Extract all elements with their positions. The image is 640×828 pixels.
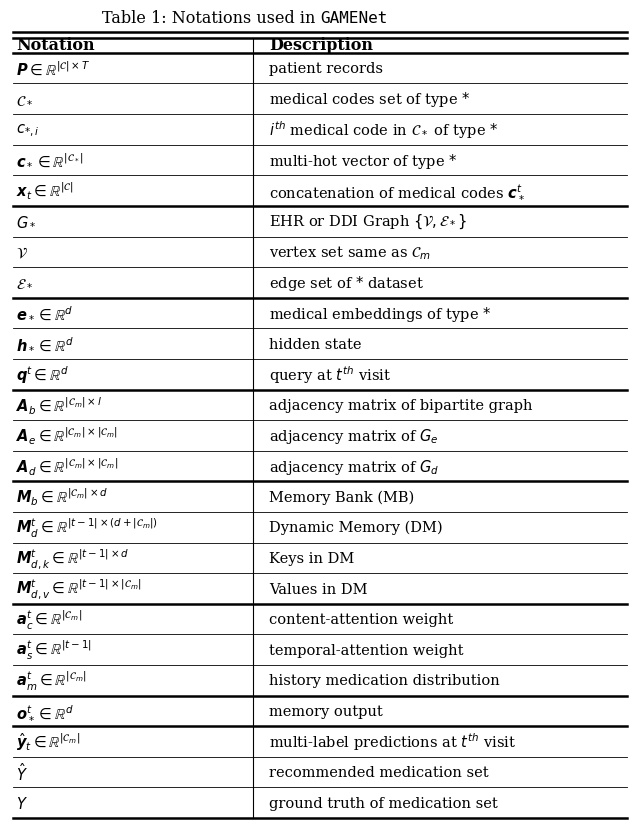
Text: Notation: Notation (16, 37, 95, 54)
Text: vertex set same as $\mathcal{C}_m$: vertex set same as $\mathcal{C}_m$ (269, 243, 431, 262)
Text: Dynamic Memory (DM): Dynamic Memory (DM) (269, 521, 442, 535)
Text: $\mathcal{C}_*$: $\mathcal{C}_*$ (16, 93, 33, 107)
Text: Memory Bank (MB): Memory Bank (MB) (269, 490, 414, 504)
Text: $\boldsymbol{a}_c^t \in \mathbb{R}^{|\mathcal{C}_m|}$: $\boldsymbol{a}_c^t \in \mathbb{R}^{|\ma… (16, 608, 83, 631)
Text: medical embeddings of type $*$: medical embeddings of type $*$ (269, 304, 491, 323)
Text: $\boldsymbol{A}_b \in \mathbb{R}^{|\mathcal{C}_m|\times l}$: $\boldsymbol{A}_b \in \mathbb{R}^{|\math… (16, 395, 102, 416)
Text: $\boldsymbol{o}_*^t \in \mathbb{R}^d$: $\boldsymbol{o}_*^t \in \mathbb{R}^d$ (16, 702, 74, 720)
Text: patient records: patient records (269, 62, 383, 76)
Text: hidden state: hidden state (269, 337, 362, 351)
Text: $i^{th}$ medical code in $\mathcal{C}_*$ of type $*$: $i^{th}$ medical code in $\mathcal{C}_*$… (269, 119, 498, 141)
Text: adjacency matrix of bipartite graph: adjacency matrix of bipartite graph (269, 398, 532, 412)
Text: adjacency matrix of $G_e$: adjacency matrix of $G_e$ (269, 426, 438, 445)
Text: $\mathcal{E}_*$: $\mathcal{E}_*$ (16, 276, 33, 290)
Text: $\boldsymbol{q}^t \in \mathbb{R}^d$: $\boldsymbol{q}^t \in \mathbb{R}^d$ (16, 364, 69, 386)
Text: memory output: memory output (269, 704, 383, 718)
Text: $Y$: $Y$ (16, 795, 28, 811)
Text: adjacency matrix of $G_d$: adjacency matrix of $G_d$ (269, 457, 439, 476)
Text: $\hat{\boldsymbol{y}}_t \in \mathbb{R}^{|\mathcal{C}_m|}$: $\hat{\boldsymbol{y}}_t \in \mathbb{R}^{… (16, 731, 81, 753)
Text: edge set of $*$ dataset: edge set of $*$ dataset (269, 273, 424, 292)
Text: $\boldsymbol{a}_s^t \in \mathbb{R}^{|t-1|}$: $\boldsymbol{a}_s^t \in \mathbb{R}^{|t-1… (16, 638, 92, 662)
Text: $\hat{Y}$: $\hat{Y}$ (16, 761, 28, 783)
Text: ground truth of medication set: ground truth of medication set (269, 796, 497, 810)
Text: $G_*$: $G_*$ (16, 215, 36, 229)
Text: GAMENet: GAMENet (320, 11, 387, 26)
Text: content-attention weight: content-attention weight (269, 613, 453, 626)
Text: $\boldsymbol{M}_{d,v}^t \in \mathbb{R}^{|t-1|\times|\mathcal{C}_m|}$: $\boldsymbol{M}_{d,v}^t \in \mathbb{R}^{… (16, 577, 141, 600)
Text: medical codes set of type $*$: medical codes set of type $*$ (269, 90, 470, 109)
Text: $\boldsymbol{h}_* \in \mathbb{R}^d$: $\boldsymbol{h}_* \in \mathbb{R}^d$ (16, 336, 74, 353)
Text: $\boldsymbol{M}_b \in \mathbb{R}^{|\mathcal{C}_m|\times d}$: $\boldsymbol{M}_b \in \mathbb{R}^{|\math… (16, 486, 108, 508)
Text: Values in DM: Values in DM (269, 582, 367, 596)
Text: $\boldsymbol{A}_d \in \mathbb{R}^{|\mathcal{C}_m|\times|\mathcal{C}_m|}$: $\boldsymbol{A}_d \in \mathbb{R}^{|\math… (16, 456, 118, 477)
Text: $\boldsymbol{x}_t \in \mathbb{R}^{|\mathcal{C}|}$: $\boldsymbol{x}_t \in \mathbb{R}^{|\math… (16, 181, 74, 202)
Text: EHR or DDI Graph $\{\mathcal{V}, \mathcal{E}_*\}$: EHR or DDI Graph $\{\mathcal{V}, \mathca… (269, 213, 467, 231)
Text: $\boldsymbol{c}_* \in \mathbb{R}^{|\mathcal{C}_*|}$: $\boldsymbol{c}_* \in \mathbb{R}^{|\math… (16, 152, 84, 169)
Text: Keys in DM: Keys in DM (269, 551, 354, 566)
Text: concatenation of medical codes $\boldsymbol{c}_*^t$: concatenation of medical codes $\boldsym… (269, 183, 525, 200)
Text: $\mathcal{V}$: $\mathcal{V}$ (16, 245, 28, 260)
Text: $\boldsymbol{e}_* \in \mathbb{R}^d$: $\boldsymbol{e}_* \in \mathbb{R}^d$ (16, 306, 74, 322)
Text: $\boldsymbol{M}_{d,k}^t \in \mathbb{R}^{|t-1|\times d}$: $\boldsymbol{M}_{d,k}^t \in \mathbb{R}^{… (16, 546, 129, 570)
Text: $\boldsymbol{P} \in \mathbb{R}^{|\mathcal{C}|\times T}$: $\boldsymbol{P} \in \mathbb{R}^{|\mathca… (16, 60, 90, 78)
Text: temporal-attention weight: temporal-attention weight (269, 643, 463, 657)
Text: multi-hot vector of type $*$: multi-hot vector of type $*$ (269, 152, 457, 171)
Text: multi-label predictions at $t^{th}$ visit: multi-label predictions at $t^{th}$ visi… (269, 731, 516, 753)
Text: $\boldsymbol{a}_m^t \in \mathbb{R}^{|\mathcal{C}_m|}$: $\boldsymbol{a}_m^t \in \mathbb{R}^{|\ma… (16, 669, 86, 692)
Text: $c_{*,i}$: $c_{*,i}$ (16, 122, 39, 138)
Text: Table 1: Notations used in: Table 1: Notations used in (102, 10, 320, 26)
Text: query at $t^{th}$ visit: query at $t^{th}$ visit (269, 364, 391, 386)
Text: history medication distribution: history medication distribution (269, 673, 500, 687)
Text: $\boldsymbol{M}_d^t \in \mathbb{R}^{|t-1|\times(d+|\mathcal{C}_m|)}$: $\boldsymbol{M}_d^t \in \mathbb{R}^{|t-1… (16, 516, 158, 539)
Text: Description: Description (269, 37, 372, 54)
Text: recommended medication set: recommended medication set (269, 765, 488, 779)
Text: $\boldsymbol{A}_e \in \mathbb{R}^{|\mathcal{C}_m|\times|\mathcal{C}_m|}$: $\boldsymbol{A}_e \in \mathbb{R}^{|\math… (16, 426, 118, 446)
